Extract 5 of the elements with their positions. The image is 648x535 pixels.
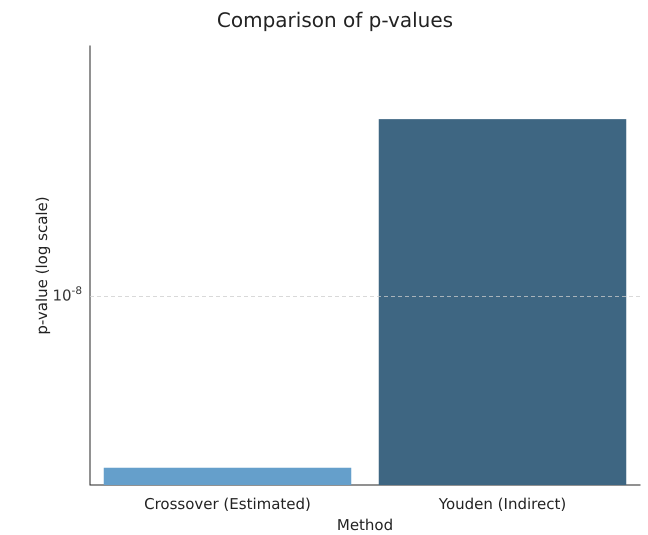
x-tick-label: Crossover (Estimated) [144,494,311,513]
x-axis-title: Method [336,516,394,534]
chart-title: Comparison of p-values [216,8,454,32]
y-axis-title: p-value (log scale) [32,196,51,335]
x-tick-label: Youden (Indirect) [438,494,566,513]
